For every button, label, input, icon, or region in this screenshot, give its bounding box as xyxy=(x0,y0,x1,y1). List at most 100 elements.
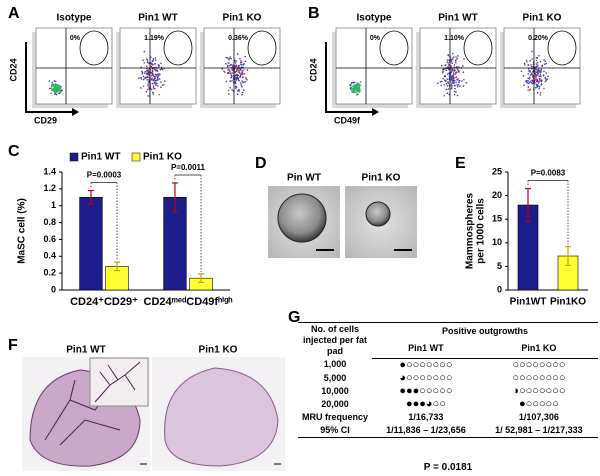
event-dot xyxy=(357,90,360,93)
x-tick-label: CD24⁺CD29⁺ xyxy=(70,296,138,308)
event-dot xyxy=(534,76,537,79)
event-dot xyxy=(537,82,540,84)
event-dot xyxy=(358,85,360,87)
event-dot xyxy=(147,85,149,87)
event-dot xyxy=(140,78,143,80)
event-dot xyxy=(536,80,539,83)
event-dot xyxy=(452,72,455,74)
event-dot xyxy=(147,83,149,85)
event-dot xyxy=(462,85,465,87)
event-dot xyxy=(447,54,450,57)
event-dot xyxy=(147,81,150,83)
event-dot xyxy=(529,74,532,76)
event-dot xyxy=(153,63,156,65)
flow-plot xyxy=(119,27,197,105)
event-dot xyxy=(446,78,449,80)
y-tick-label: 20 xyxy=(492,190,502,200)
event-dot xyxy=(452,78,455,80)
event-dot xyxy=(239,76,241,79)
event-dot xyxy=(242,73,244,75)
event-dot xyxy=(543,63,546,65)
event-dot xyxy=(528,82,531,84)
event-dot xyxy=(458,80,460,82)
event-dot xyxy=(455,91,457,93)
event-dot xyxy=(535,59,538,62)
event-dot xyxy=(241,80,243,82)
mammosphere xyxy=(365,201,391,227)
panel-letter: D xyxy=(255,155,267,172)
event-dot xyxy=(234,66,236,68)
event-dot xyxy=(450,68,453,71)
event-dot xyxy=(240,63,243,66)
event-dot xyxy=(535,83,538,86)
inset xyxy=(89,357,149,407)
event-dot xyxy=(146,61,149,64)
event-dot xyxy=(529,60,531,62)
header-row: No. of cells injected per fat pad Positiv… xyxy=(298,322,598,358)
plot-title: Pin1 KO xyxy=(523,13,562,24)
event-dot xyxy=(539,75,542,78)
event-dot xyxy=(236,68,238,71)
panel-letter: F xyxy=(8,337,18,354)
event-dot xyxy=(241,93,243,96)
event-dot xyxy=(457,70,460,72)
panel-letter: B xyxy=(308,5,320,22)
event-dot xyxy=(228,58,230,61)
event-dot xyxy=(454,84,456,87)
event-dot xyxy=(526,81,528,84)
event-dot xyxy=(228,93,230,95)
event-dot xyxy=(450,87,453,90)
event-dot xyxy=(150,74,153,77)
event-dot xyxy=(236,73,238,76)
event-dot xyxy=(536,92,539,94)
event-dot xyxy=(456,84,458,86)
event-dot xyxy=(539,60,542,63)
legend-swatch xyxy=(131,152,141,162)
table-cell: 95% CI xyxy=(298,423,372,438)
event-dot xyxy=(234,64,237,67)
image-title: Pin WT xyxy=(287,173,321,184)
event-dot xyxy=(54,80,57,83)
event-dot xyxy=(445,88,448,91)
event-dot xyxy=(235,70,238,72)
event-dot xyxy=(527,89,529,91)
image-title: Pin1 KO xyxy=(362,173,401,184)
event-dot xyxy=(50,92,53,94)
event-dot xyxy=(454,72,457,74)
event-dot xyxy=(445,80,447,82)
event-dot xyxy=(230,57,232,60)
event-dot xyxy=(527,86,530,88)
event-dot xyxy=(542,74,545,77)
event-dot xyxy=(153,68,155,70)
plot-title: Pin1 WT xyxy=(138,13,177,24)
event-dot xyxy=(161,68,164,71)
event-dot xyxy=(234,60,236,62)
event-dot xyxy=(148,71,150,73)
event-dot xyxy=(527,77,529,80)
event-dot xyxy=(246,69,249,71)
event-dot xyxy=(539,73,542,76)
event-dot xyxy=(447,62,449,64)
event-dot xyxy=(243,73,246,75)
event-dot xyxy=(451,69,454,72)
event-dot xyxy=(442,68,444,71)
gate xyxy=(547,30,577,66)
event-dot xyxy=(526,61,528,63)
event-dot xyxy=(541,65,543,67)
event-dot xyxy=(525,79,528,82)
event-dot xyxy=(223,70,225,72)
event-dot xyxy=(451,79,454,82)
event-dot xyxy=(452,58,454,61)
event-dot xyxy=(231,64,233,66)
table-row: 10,000 ●●●○○○○○ ◑○○○○○○○ xyxy=(298,385,598,398)
event-dot xyxy=(236,75,239,77)
event-dot xyxy=(160,86,162,88)
event-dot xyxy=(523,64,526,66)
event-dot xyxy=(447,88,450,90)
event-dot xyxy=(355,87,357,90)
event-dot xyxy=(355,88,358,91)
gate xyxy=(463,30,493,66)
event-dot xyxy=(455,56,457,58)
plot-title: Pin1 KO xyxy=(223,13,262,24)
event-dot xyxy=(227,72,230,74)
